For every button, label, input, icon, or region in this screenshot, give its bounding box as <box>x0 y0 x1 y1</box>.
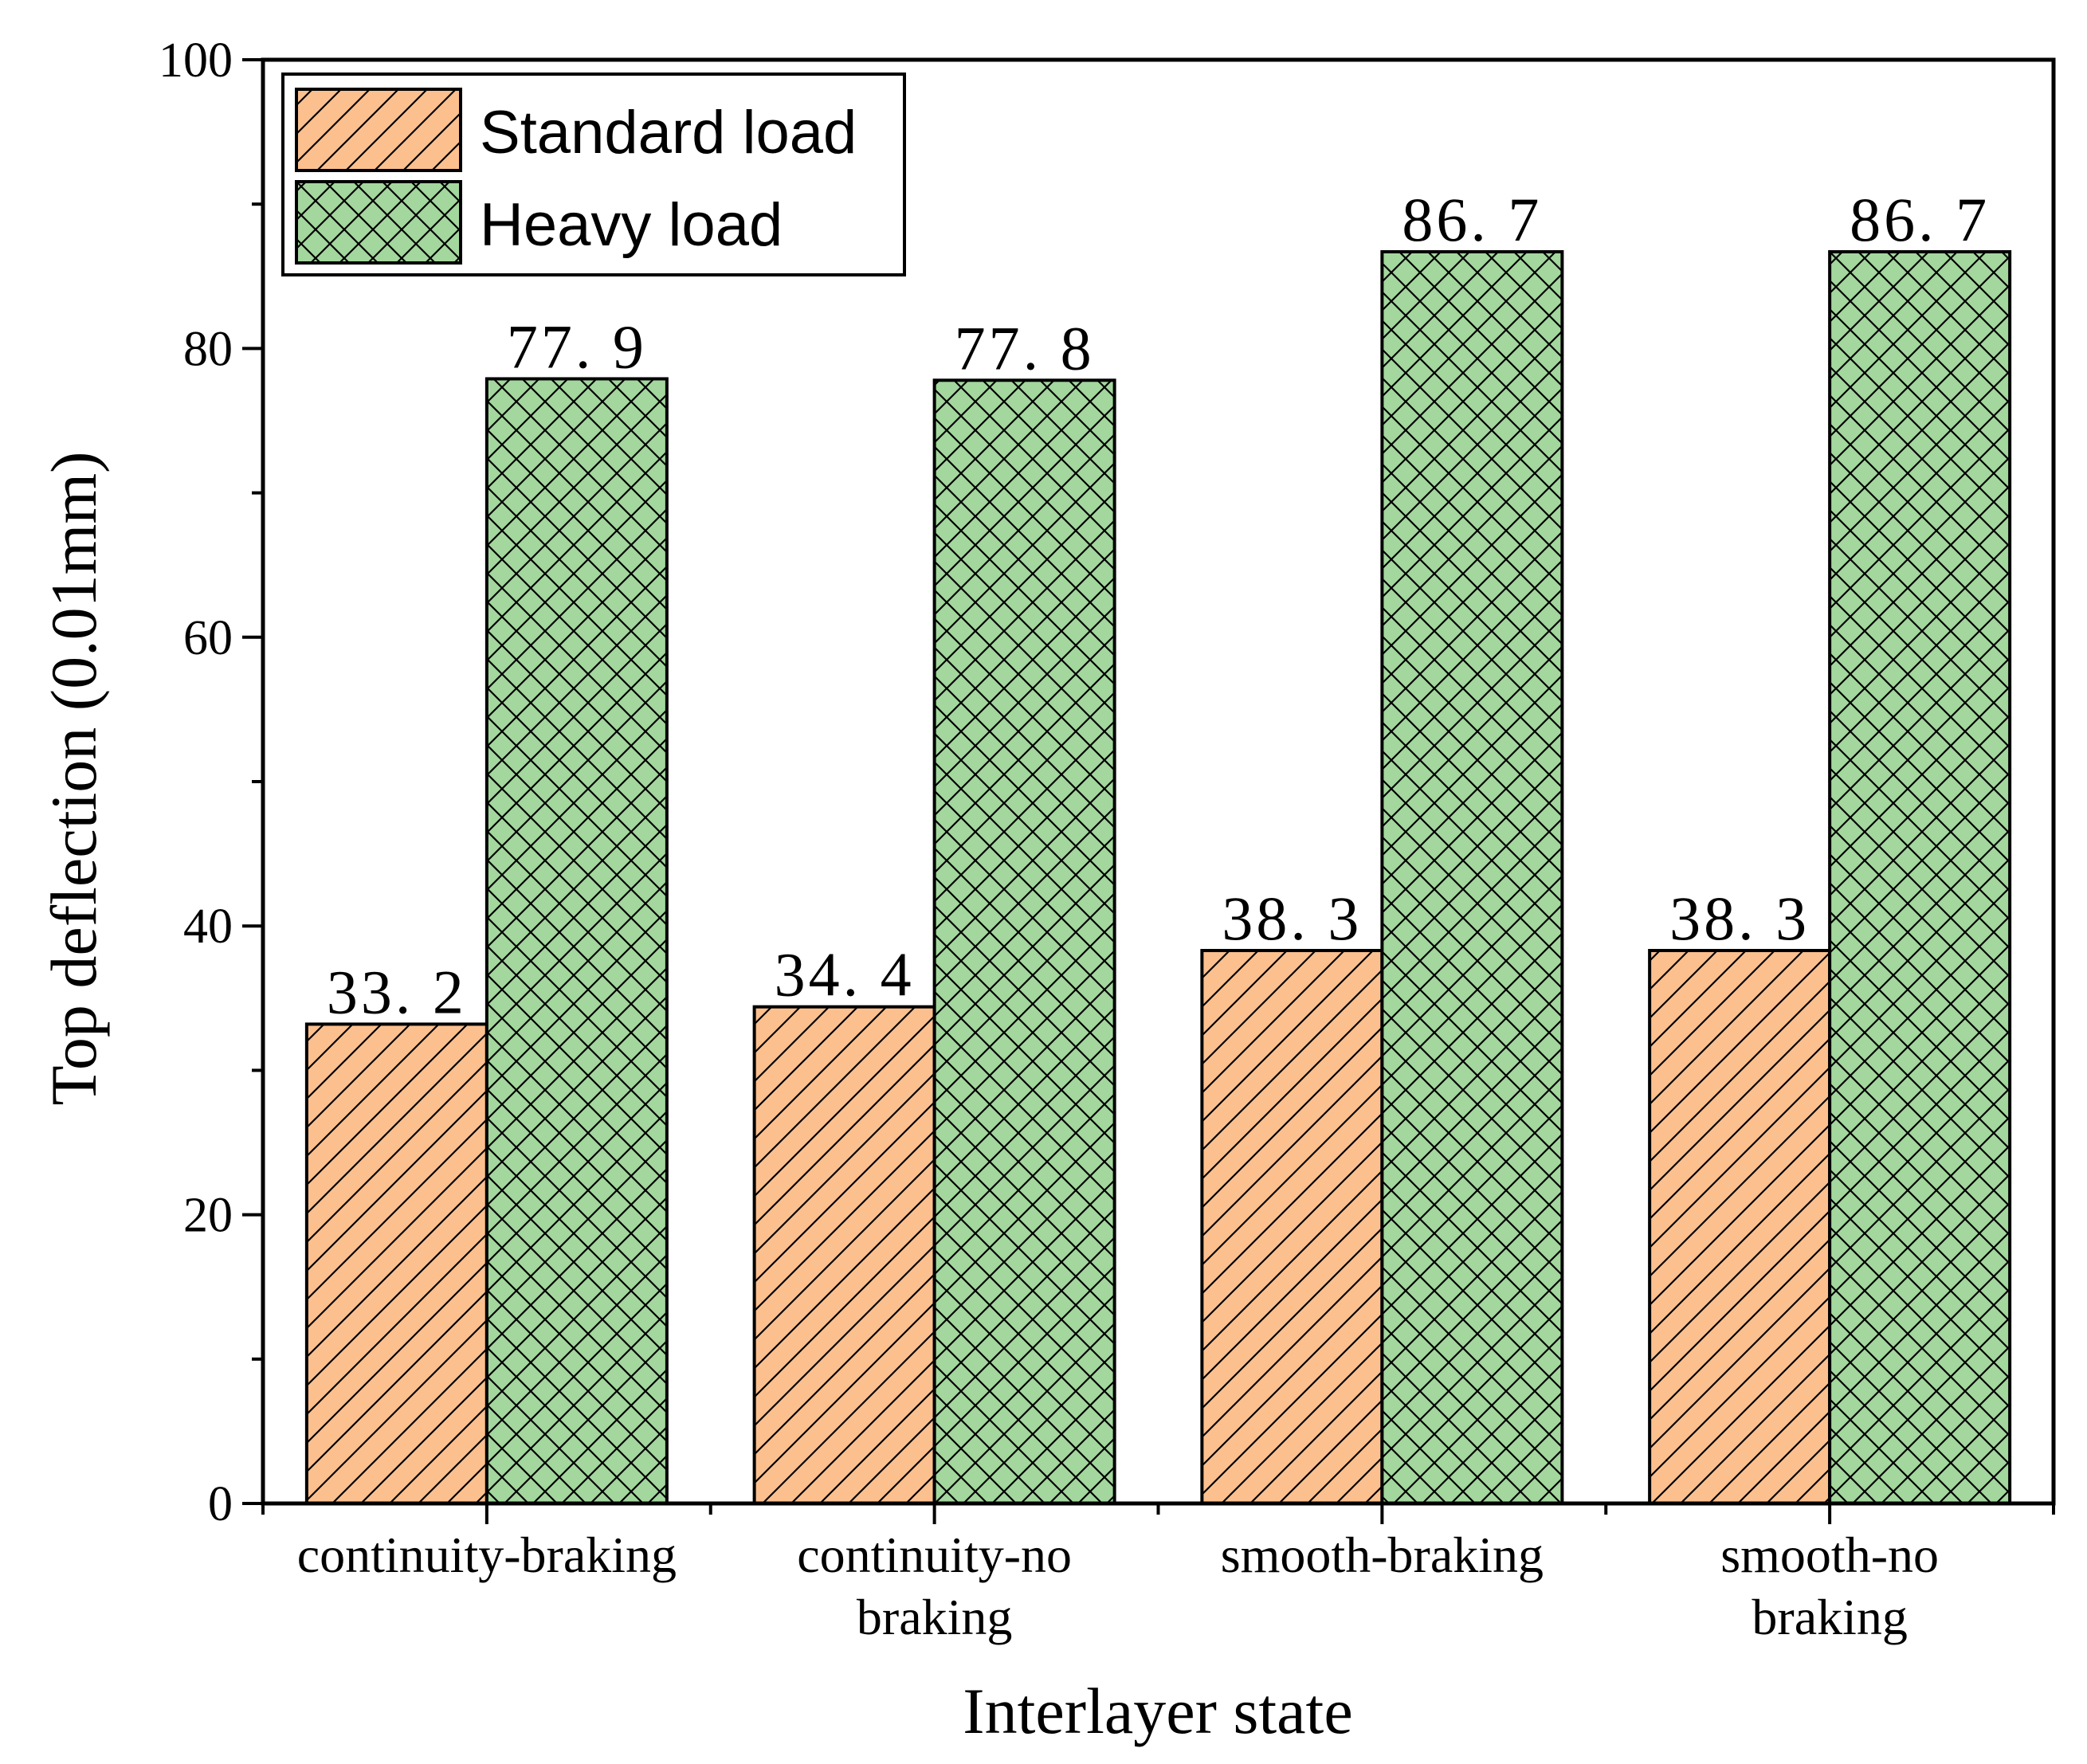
y-tick-label: 60 <box>183 611 233 665</box>
legend-label-standard-load: Standard load <box>480 99 857 167</box>
data-label-standard-load-2: 34. 4 <box>775 940 915 1009</box>
x-category-label-line: braking <box>857 1589 1013 1645</box>
x-category-label: smooth-no braking <box>1720 1527 1939 1645</box>
legend-label-heavy-load: Heavy load <box>480 191 783 259</box>
x-axis-category-labels: continuity-braking continuity-no brakingsm… <box>297 1527 1939 1645</box>
x-category-label: continuity-braking <box>297 1527 677 1583</box>
data-label-heavy-load-2: 77. 8 <box>955 313 1095 382</box>
y-tick-label: 80 <box>183 322 233 376</box>
data-label-standard-load-1: 33. 2 <box>327 957 467 1026</box>
y-tick-label: 40 <box>183 900 233 954</box>
x-category-label-line: continuity-no <box>797 1527 1072 1583</box>
bar-standard-load-4 <box>1648 949 1832 1505</box>
x-category-label-line: smooth-braking <box>1221 1527 1544 1583</box>
x-axis-title: Interlayer state <box>963 1675 1352 1747</box>
bar-heavy-load-2 <box>932 378 1116 1505</box>
legend: Standard load Heavy load <box>281 73 906 276</box>
bar-standard-load-3 <box>1200 949 1384 1505</box>
x-category-label: smooth-braking <box>1221 1527 1544 1583</box>
x-category-label-line: smooth-no <box>1720 1527 1939 1583</box>
y-tick-label: 0 <box>208 1477 233 1531</box>
bars-group <box>304 249 2012 1506</box>
x-axis-ticks <box>261 1503 2055 1524</box>
x-category-label-line: braking <box>1752 1589 1908 1645</box>
y-tick-label: 20 <box>183 1189 233 1243</box>
y-tick-label: 100 <box>159 33 233 88</box>
y-axis-title: Top deflection (0.01mm) <box>37 452 110 1106</box>
legend-swatch-heavy-load <box>295 180 462 265</box>
bar-heavy-load-4 <box>1828 249 2012 1506</box>
bar-standard-load-2 <box>752 1005 936 1505</box>
data-label-heavy-load-1: 77. 9 <box>507 312 647 381</box>
data-label-standard-load-4: 38. 3 <box>1669 884 1810 953</box>
data-labels-group: 33. 2 77. 9 34. 4 77. 8 38. 3 86. 7 38. 3 86. 7 <box>327 185 1990 1026</box>
bar-standard-load-1 <box>304 1022 488 1505</box>
x-category-label-line: continuity-braking <box>297 1527 677 1583</box>
data-label-standard-load-3: 38. 3 <box>1222 884 1362 953</box>
data-label-heavy-load-3: 86. 7 <box>1402 185 1542 254</box>
data-label-heavy-load-4: 86. 7 <box>1850 185 1990 254</box>
legend-swatch-standard-load <box>295 88 462 172</box>
bar-heavy-load-1 <box>484 377 669 1505</box>
x-category-label: continuity-no braking <box>797 1527 1072 1645</box>
y-axis-ticks: 0 20 40 60 80 100 <box>159 33 263 1531</box>
bar-heavy-load-3 <box>1380 249 1564 1506</box>
